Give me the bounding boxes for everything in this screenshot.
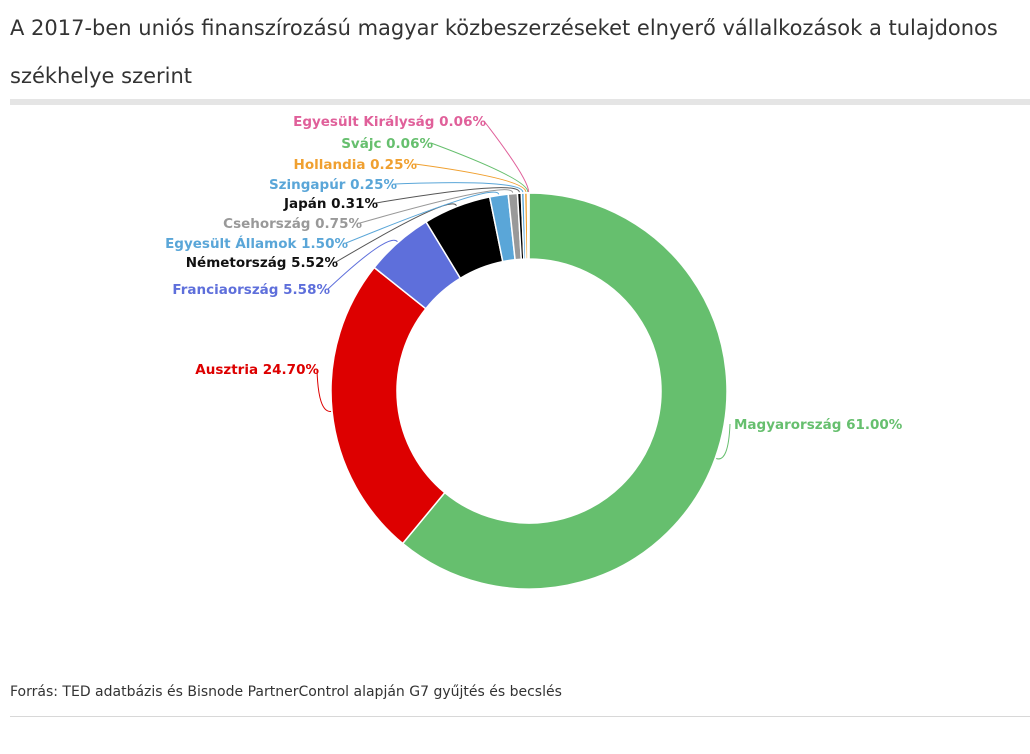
data-label-nemetorszag: Németország 5.52% [186, 255, 339, 271]
leader-line-japan [375, 187, 520, 204]
leader-line-hollandia [414, 163, 527, 193]
label-leader-lines [316, 120, 731, 460]
leader-line-ausztria [316, 368, 332, 412]
data-label-magyarorszag: Magyarország 61.00% [734, 417, 903, 433]
slice-egyesult-kiralysag [527, 192, 530, 260]
data-label-franciaorszag: Franciaország 5.58% [172, 282, 330, 298]
data-label-ausztria: Ausztria 24.70% [195, 362, 319, 378]
data-label-hollandia: Hollandia 0.25% [294, 157, 418, 173]
data-label-szingapur: Szingapúr 0.25% [269, 177, 398, 193]
leader-line-egyesult-allamok [345, 191, 500, 244]
leader-line-svajc [430, 142, 529, 193]
slice-ausztria [330, 266, 446, 545]
leader-line-franciaorszag [327, 239, 398, 290]
donut-chart: Magyarország 61.00% Ausztria 24.70% Franci… [165, 114, 903, 590]
data-label-egyesult-kiralysag: Egyesült Királyság 0.06% [293, 114, 486, 130]
title-divider [10, 99, 1030, 105]
data-labels: Magyarország 61.00% Ausztria 24.70% Franci… [165, 114, 903, 433]
chart-title: A 2017-ben uniós finanszírozású magyar k… [10, 16, 998, 88]
data-label-japan: Japán 0.31% [283, 196, 379, 212]
leader-line-nemetorszag [335, 203, 457, 263]
donut-slices [330, 192, 728, 590]
source-note: Forrás: TED adatbázis és Bisnode Partner… [10, 684, 562, 700]
data-label-csehorszag: Csehország 0.75% [223, 216, 362, 232]
leader-line-magyarorszag [716, 423, 731, 460]
slice-magyarorszag [401, 192, 728, 590]
leader-line-egyesult-kiralysag [483, 120, 530, 193]
footer-divider [10, 716, 1030, 717]
leader-line-csehorszag [359, 189, 514, 224]
leader-line-szingapur [394, 182, 524, 193]
data-label-egyesult-allamok: Egyesült Államok 1.50% [165, 235, 348, 252]
data-label-svajc: Svájc 0.06% [341, 136, 433, 152]
